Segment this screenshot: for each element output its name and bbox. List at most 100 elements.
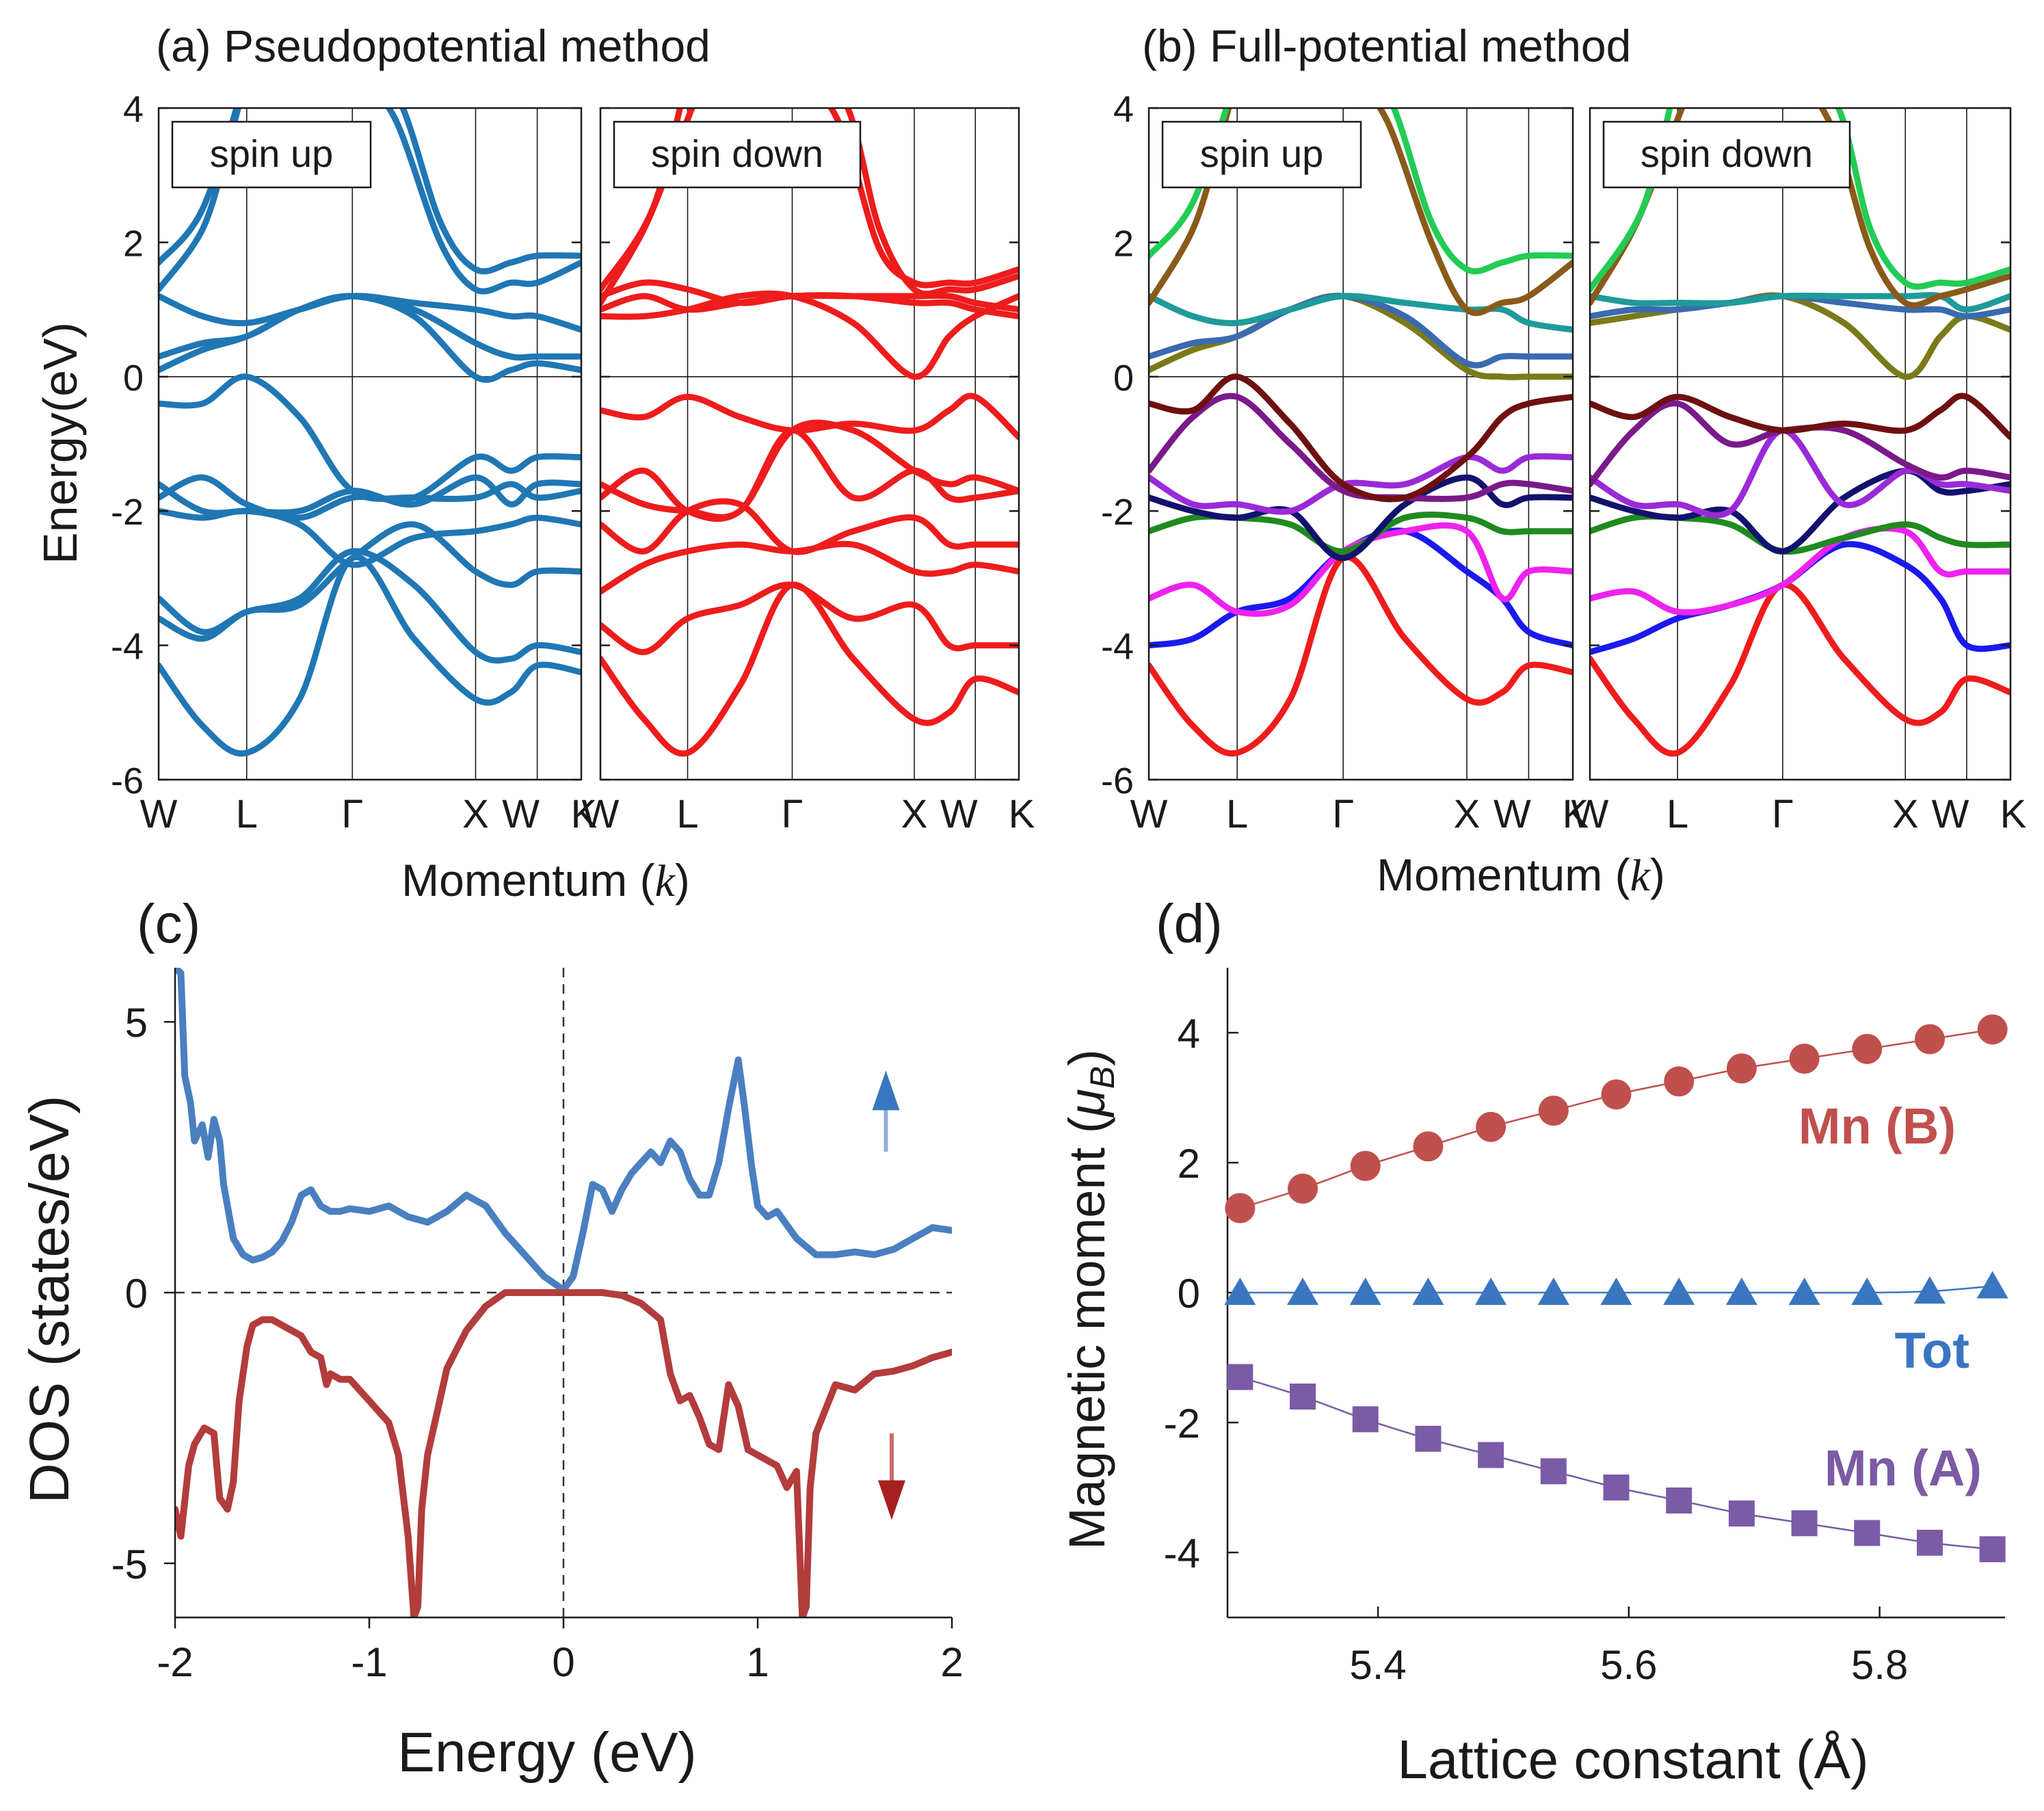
data-point-circle bbox=[1538, 1096, 1569, 1126]
data-point-square bbox=[1916, 1529, 1943, 1556]
data-point-triangle bbox=[1349, 1278, 1381, 1305]
panel-a-x-label: Momentum (k) bbox=[401, 855, 690, 906]
band-line-4 bbox=[600, 498, 1019, 555]
k-label-K: K bbox=[1563, 792, 1589, 836]
panel-b-title: (b) Full-potential method bbox=[1142, 21, 1631, 71]
k-label-W: W bbox=[1494, 792, 1531, 836]
band-lines bbox=[1149, 108, 1573, 757]
plot-frame bbox=[1589, 107, 2012, 781]
spin-up-arrow-head bbox=[872, 1070, 900, 1111]
band-line-1 bbox=[159, 554, 581, 757]
y-tick-label: -2 bbox=[1101, 492, 1134, 533]
k-label-X: X bbox=[462, 792, 489, 836]
spin-label-text: spin down bbox=[651, 132, 823, 175]
k-label-Γ: Γ bbox=[1772, 792, 1794, 836]
k-label-Γ: Γ bbox=[782, 792, 804, 836]
data-point-circle bbox=[1413, 1131, 1444, 1162]
band-line-7 bbox=[1149, 393, 1573, 502]
panel-a-x-label-text: Momentum ( bbox=[401, 855, 654, 906]
band-line-15 bbox=[1390, 108, 1573, 275]
band-line-11 bbox=[1590, 292, 2010, 313]
band-line-13 bbox=[844, 108, 1019, 298]
data-point-square bbox=[1540, 1458, 1567, 1485]
panel-d-x-label: Lattice constant (Å) bbox=[1397, 1729, 1868, 1790]
data-point-circle bbox=[1476, 1111, 1507, 1142]
panel-a-title: (a) Pseudopotential method bbox=[156, 21, 711, 71]
k-label-W: W bbox=[1932, 792, 1969, 836]
band-line-11 bbox=[1149, 293, 1573, 333]
band-line-15 bbox=[1835, 108, 2010, 290]
x-tick-label: -2 bbox=[157, 1639, 193, 1685]
y-tick-label: 2 bbox=[1113, 223, 1134, 264]
y-tick-label: -4 bbox=[1164, 1531, 1200, 1576]
panel-a-x-label-close: ) bbox=[675, 855, 690, 906]
panel-b-x-label-var: k bbox=[1630, 851, 1651, 901]
spin-label-text: spin down bbox=[1641, 132, 1813, 175]
data-point-circle bbox=[1977, 1014, 2008, 1045]
y-tick-label: 4 bbox=[1178, 1011, 1200, 1057]
band-line-3 bbox=[1590, 525, 2010, 616]
dos-curve-spin-down bbox=[175, 1289, 952, 1617]
band-line-5 bbox=[1590, 467, 2010, 555]
data-point-triangle bbox=[1663, 1278, 1695, 1305]
data-point-circle bbox=[1789, 1044, 1820, 1074]
spin-down-arrow-head bbox=[877, 1480, 905, 1520]
data-point-circle bbox=[1852, 1033, 1883, 1064]
k-label-W: W bbox=[1571, 792, 1609, 836]
y-tick-label: -6 bbox=[1101, 761, 1134, 802]
k-label-W: W bbox=[582, 792, 620, 836]
band-line-11 bbox=[159, 108, 240, 266]
moment-panel: 5.4 5.6 5.8 4 2 0 -2 -4 Mn (B) Tot Mn (A) bbox=[1164, 968, 2008, 1688]
data-point-square bbox=[1728, 1501, 1755, 1526]
y-tick-label: 0 bbox=[125, 1271, 148, 1317]
band-line-9 bbox=[159, 293, 581, 373]
data-point-triangle bbox=[1600, 1278, 1632, 1305]
data-point-triangle bbox=[1475, 1278, 1507, 1305]
y-tick-label: -2 bbox=[1164, 1401, 1200, 1446]
x-tick-label: 5.6 bbox=[1600, 1642, 1657, 1688]
panel-c-x-label: Energy (eV) bbox=[397, 1721, 697, 1784]
band-line-10 bbox=[159, 293, 581, 333]
band-lines bbox=[159, 108, 581, 757]
x-tick-label: 1 bbox=[746, 1639, 769, 1685]
band-line-4 bbox=[1590, 513, 2010, 555]
band-line-1 bbox=[1149, 554, 1573, 757]
k-label-K: K bbox=[1009, 792, 1035, 836]
panel-c-y-label: DOS (states/eV) bbox=[18, 1096, 81, 1504]
panel-d-y-label-sub: B bbox=[1083, 1066, 1121, 1089]
k-label-X: X bbox=[1892, 792, 1919, 836]
plot-frame bbox=[157, 107, 583, 781]
y-tick-label: 0 bbox=[123, 358, 144, 399]
band-line-7 bbox=[600, 393, 1019, 440]
spin-label-box bbox=[171, 120, 372, 189]
band-line-2 bbox=[600, 581, 1019, 655]
data-point-circle bbox=[1914, 1024, 1945, 1055]
k-label-W: W bbox=[1130, 792, 1168, 836]
panel-d-y-label: Magnetic moment (μB) bbox=[1059, 1049, 1121, 1550]
series-tot bbox=[1224, 1271, 2008, 1305]
k-label-Γ: Γ bbox=[1332, 792, 1354, 836]
band-line-9 bbox=[1149, 292, 1573, 381]
band-line-6 bbox=[1590, 427, 2010, 518]
band-line-3 bbox=[159, 521, 581, 642]
band-line-14 bbox=[385, 108, 581, 295]
band-line-13 bbox=[399, 108, 581, 275]
band-line-1 bbox=[600, 581, 1019, 757]
dos-curve-spin-up bbox=[175, 968, 952, 1293]
band-line-6 bbox=[600, 419, 1019, 522]
spin-label-box bbox=[1602, 120, 1851, 189]
data-point-triangle bbox=[1725, 1278, 1757, 1305]
band-line-8 bbox=[1149, 373, 1573, 503]
data-point-square bbox=[1290, 1384, 1316, 1410]
k-label-L: L bbox=[1226, 792, 1248, 836]
plot-frame bbox=[1147, 107, 1574, 781]
band-line-5 bbox=[600, 427, 1019, 520]
y-tick-label: 2 bbox=[1178, 1141, 1200, 1187]
data-point-circle bbox=[1601, 1079, 1632, 1110]
band-line-14 bbox=[1376, 108, 1573, 317]
panel-b-x-label: Momentum (k) bbox=[1377, 849, 1665, 901]
